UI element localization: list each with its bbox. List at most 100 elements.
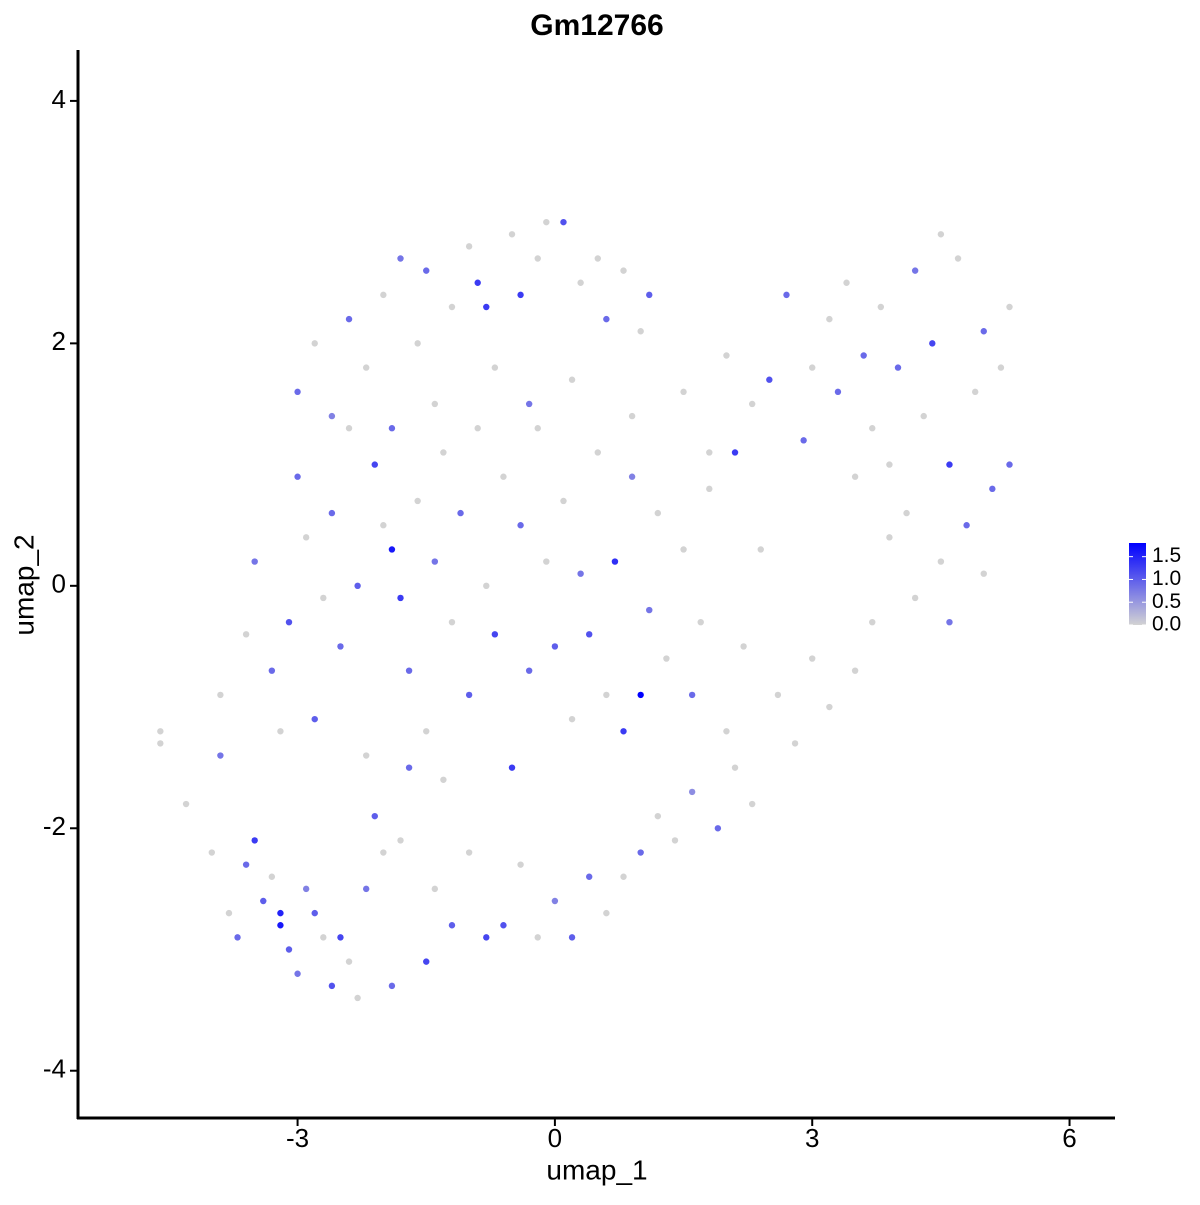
point [525,400,533,408]
point [611,558,619,565]
point [328,982,336,990]
point [809,655,816,662]
point [311,715,318,723]
point [1006,303,1013,311]
point [834,388,842,396]
point [954,255,962,262]
point [551,897,559,905]
point [302,885,310,893]
point [577,279,584,286]
point [388,982,396,990]
point [423,958,430,965]
point [508,764,516,771]
x-tick-label: 3 [805,1123,819,1153]
point [217,691,224,699]
point [431,400,439,408]
y-tick-label: 0 [52,569,66,599]
point [251,558,258,565]
point [474,425,481,432]
point [440,776,447,783]
point [431,558,439,565]
point [620,873,627,880]
point [483,582,490,590]
point [774,691,782,699]
point [311,340,318,347]
point [380,291,387,299]
point [225,909,233,917]
point [302,534,310,541]
point [663,655,670,662]
point [637,691,644,699]
point [448,922,456,929]
point [620,728,627,735]
point [388,546,396,553]
point [568,934,576,941]
point [620,267,627,274]
point [929,340,936,347]
x-axis-label: umap_1 [546,1154,647,1185]
point [723,728,730,735]
point [328,509,336,517]
x-tick-label: 6 [1062,1123,1076,1153]
point [268,873,276,880]
point [637,328,644,335]
point [423,267,430,274]
point [937,231,945,238]
x-tick-label: -3 [286,1123,309,1153]
point [740,643,747,650]
point [869,618,876,626]
point [671,837,679,844]
point [431,885,439,893]
y-tick-label: 2 [52,326,66,356]
point [706,485,713,493]
point [251,837,258,844]
point [560,497,567,505]
point [971,388,979,396]
point [362,364,370,371]
point [920,412,927,420]
point [697,618,704,626]
point [405,667,413,674]
point [483,934,490,941]
point [911,267,919,274]
point [783,291,790,299]
point [886,461,893,468]
point [208,849,216,856]
colorbar-tick-label: 0.0 [1152,613,1181,636]
point [465,243,473,250]
point [791,740,799,747]
point [500,922,507,929]
colorbar-tick-label: 1.5 [1152,544,1181,567]
point [731,764,739,771]
point [628,412,636,420]
point [603,909,610,917]
point [277,922,284,929]
point [397,255,404,262]
point [217,752,224,759]
point [877,303,885,311]
point [371,812,378,820]
point [843,279,850,286]
point [989,485,996,493]
point [242,631,250,638]
colorbar [1129,543,1146,625]
point [637,849,644,856]
point [491,364,499,371]
point [594,255,601,262]
point [646,606,653,614]
point [809,364,816,371]
point [680,546,687,553]
point [457,509,464,517]
point [551,643,559,650]
point [963,522,970,529]
point [603,691,610,699]
point [851,473,859,480]
point [577,570,584,577]
point [586,873,593,880]
point [534,425,541,432]
point [465,691,473,699]
point [646,291,653,299]
point [543,218,550,226]
point [1006,461,1013,468]
